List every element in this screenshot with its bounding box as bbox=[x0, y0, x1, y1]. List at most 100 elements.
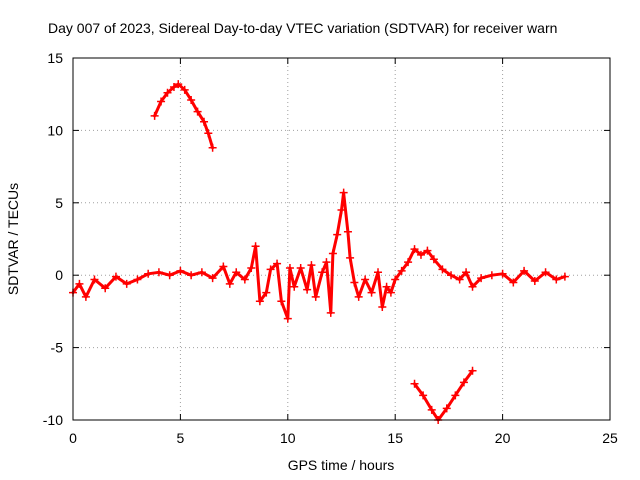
data-point-marker bbox=[442, 404, 451, 413]
x-axis-label: GPS time / hours bbox=[288, 457, 395, 473]
data-point-marker bbox=[410, 379, 419, 388]
grid bbox=[73, 58, 610, 420]
x-tick-label: 5 bbox=[177, 430, 185, 446]
data-point-marker bbox=[468, 366, 477, 375]
chart-title: Day 007 of 2023, Sidereal Day-to-day VTE… bbox=[48, 20, 557, 36]
data-point-marker bbox=[509, 278, 518, 287]
data-point-marker bbox=[311, 292, 320, 301]
data-point-marker bbox=[219, 262, 228, 271]
data-point-marker bbox=[462, 268, 471, 277]
data-point-marker bbox=[296, 263, 305, 272]
y-tick-label: 10 bbox=[47, 122, 63, 138]
data-point-marker bbox=[343, 227, 352, 236]
data-point-marker bbox=[397, 266, 406, 275]
data-point-marker bbox=[75, 279, 84, 288]
data-point-marker bbox=[354, 292, 363, 301]
x-tick-label: 25 bbox=[602, 430, 618, 446]
data-point-marker bbox=[378, 303, 387, 312]
data-point-marker bbox=[262, 288, 271, 297]
data-point-marker bbox=[277, 297, 286, 306]
data-point-marker bbox=[122, 279, 131, 288]
data-point-marker bbox=[163, 88, 172, 97]
data-point-marker bbox=[101, 284, 110, 293]
plot-frame bbox=[72, 57, 611, 421]
data-point-marker bbox=[391, 275, 400, 284]
data-point-marker bbox=[165, 271, 174, 280]
x-tick-label: 20 bbox=[495, 430, 511, 446]
data-point-marker bbox=[552, 275, 561, 284]
axis-ticks: 0 5 10 15 20 25 -10 -5 0 5 10 15 bbox=[43, 50, 618, 446]
data-point-marker bbox=[410, 245, 419, 254]
data-point-marker bbox=[154, 268, 163, 277]
series-line bbox=[153, 82, 215, 150]
data-point-marker bbox=[273, 259, 282, 268]
data-point-marker bbox=[333, 230, 342, 239]
data-point-marker bbox=[416, 250, 425, 259]
data-point-marker bbox=[404, 258, 413, 267]
data-point-marker bbox=[346, 253, 355, 262]
data-point-marker bbox=[232, 268, 241, 277]
data-point-marker bbox=[337, 206, 346, 215]
data-point-marker bbox=[193, 107, 202, 116]
data-point-marker bbox=[429, 255, 438, 264]
data-point-marker bbox=[541, 268, 550, 277]
data-point-marker bbox=[208, 143, 217, 152]
data-point-marker bbox=[176, 266, 185, 275]
data-point-marker bbox=[459, 378, 468, 387]
y-tick-label: -5 bbox=[51, 340, 64, 356]
y-tick-label: -10 bbox=[43, 412, 63, 428]
data-point-marker bbox=[487, 271, 496, 280]
data-point-marker bbox=[382, 282, 391, 291]
y-tick-label: 15 bbox=[47, 50, 63, 66]
data-point-marker bbox=[367, 288, 376, 297]
data-point-marker bbox=[197, 268, 206, 277]
series-lower-v bbox=[410, 366, 477, 424]
data-point-marker bbox=[180, 85, 189, 94]
series-main-trace bbox=[69, 188, 569, 323]
data-point-marker bbox=[90, 275, 99, 284]
data-point-marker bbox=[81, 292, 90, 301]
x-tick-label: 10 bbox=[280, 430, 296, 446]
y-tick-label: 5 bbox=[55, 195, 63, 211]
data-point-marker bbox=[157, 97, 166, 106]
data-point-marker bbox=[290, 282, 299, 291]
data-point-marker bbox=[200, 117, 209, 126]
y-tick-label: 0 bbox=[55, 267, 63, 283]
data-point-marker bbox=[255, 297, 264, 306]
series-line bbox=[413, 369, 474, 422]
x-tick-label: 15 bbox=[387, 430, 403, 446]
data-point-marker bbox=[560, 272, 569, 281]
data-point-marker bbox=[169, 82, 178, 91]
data-point-marker bbox=[208, 274, 217, 283]
data-point-marker bbox=[468, 282, 477, 291]
data-point-marker bbox=[240, 275, 249, 284]
data-point-marker bbox=[477, 274, 486, 283]
series-line bbox=[71, 191, 567, 321]
data-point-marker bbox=[150, 111, 159, 120]
data-point-marker bbox=[339, 188, 348, 197]
data-point-marker bbox=[423, 246, 432, 255]
data-point-marker bbox=[455, 275, 464, 284]
series-upper-arc bbox=[150, 80, 217, 152]
data-point-marker bbox=[144, 269, 153, 278]
data-point-marker bbox=[187, 271, 196, 280]
data-point-marker bbox=[307, 261, 316, 270]
data-point-marker bbox=[285, 263, 294, 272]
data-point-marker bbox=[447, 271, 456, 280]
data-point-marker bbox=[520, 266, 529, 275]
x-tick-label: 0 bbox=[69, 430, 77, 446]
data-point-marker bbox=[530, 276, 539, 285]
data-point-marker bbox=[350, 278, 359, 287]
data-point-marker bbox=[133, 275, 142, 284]
data-point-marker bbox=[225, 279, 234, 288]
data-point-marker bbox=[266, 265, 275, 274]
data-point-marker bbox=[322, 258, 331, 267]
data-point-marker bbox=[419, 391, 428, 400]
y-axis-label: SDTVAR / TECUs bbox=[5, 183, 21, 295]
data-point-marker bbox=[386, 288, 395, 297]
data-point-marker bbox=[451, 391, 460, 400]
data-point-marker bbox=[204, 129, 213, 138]
data-point-marker bbox=[283, 314, 292, 323]
data-point-marker bbox=[174, 80, 183, 89]
